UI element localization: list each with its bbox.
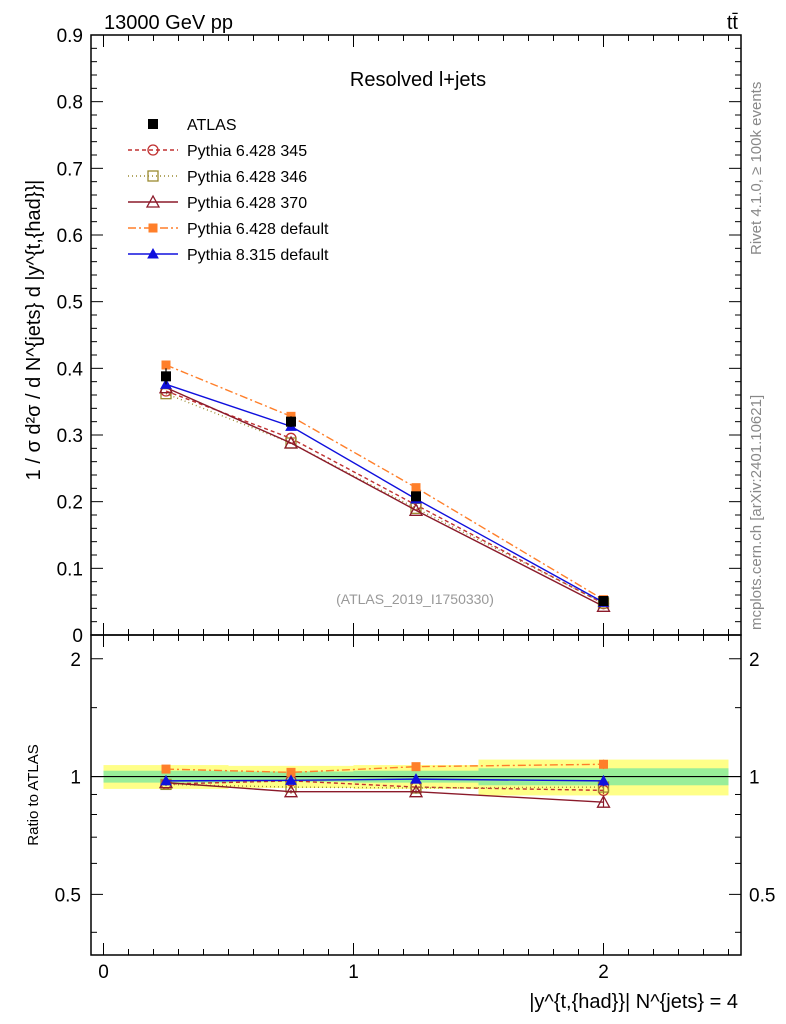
ratio-series-line-2 [165,781,604,803]
main-series-line-1 [165,393,604,604]
main-title: Resolved l+jets [350,69,486,91]
ratio-series-line-0 [165,780,604,792]
ratio-y-axis-label: Ratio to ATLAS [25,744,42,845]
ratio-y-tick-label-right: 0.5 [749,885,775,906]
legend-marker [148,223,158,233]
x-tick-label: 0 [98,962,109,983]
ratio-series-line-3 [165,763,604,774]
ratio-y-tick-label: 0.5 [55,885,81,906]
atlas-data-point [598,596,609,606]
main-y-tick-label: 0.8 [57,93,83,114]
legend-label: ATLAS [187,117,237,134]
main-y-tick-label: 0.4 [57,359,84,380]
main-y-tick-label: 0.2 [57,493,83,514]
legend-label: Pythia 6.428 345 [187,143,307,160]
ratio-y-tick-label-right: 1 [749,768,760,789]
ratio-series-point-4 [285,774,297,785]
ratio-series-point-2 [283,784,299,798]
main-series-point-3 [411,483,421,493]
main-series-line-2 [165,387,604,607]
main-y-tick-label: 0.7 [57,159,83,180]
legend-label: Pythia 6.428 default [187,221,329,238]
x-tick-label: 1 [348,962,359,983]
ratio-series-point-2 [408,784,424,798]
main-panel: 0 0.1 0.2 0.3 0.4 0.5 0.6 0.7 0.8 0.9 Resolved l+… [23,26,742,647]
main-y-tick-label: 0.5 [57,293,83,314]
main-series-line-0 [165,390,604,605]
ratio-series-point-2 [596,794,611,808]
main-y-axis-label: 1 / σ d²σ / d N^{jets} d |y^{t,{had}}| [23,180,45,481]
legend-marker [148,119,158,129]
ratio-series-point-3 [161,764,171,774]
energy-label: 13000 GeV pp [104,12,233,34]
main-y-tick-label: 0 [72,626,83,647]
ratio-frame [90,634,742,956]
ratio-panel: 0.5 0.5 1 1 2 2 0 1 2 Ratio to ATLAS |y^{t,{had}… [25,634,775,1013]
rivet-label: Rivet 4.1.0, ≥ 100k events [748,82,765,255]
legend-marker [147,170,159,182]
main-series-point-2 [283,435,299,449]
ratio-series-point-3 [411,762,421,772]
ratio-y-tick-label: 2 [70,650,81,671]
ratio-series-point-3 [599,759,608,769]
analysis-tag: (ATLAS_2019_I1750330) [336,591,494,607]
legend-label: Pythia 8.315 default [187,247,329,264]
x-tick-label: 2 [598,962,609,983]
main-series-point-2 [408,502,424,516]
ratio-series-line-4 [165,778,604,782]
ratio-series-point-4 [597,774,610,786]
legend-label: Pythia 6.428 346 [187,169,307,186]
main-series-line-3 [165,364,604,601]
x-axis-label: |y^{t,{had}}| N^{jets} = 4 [529,991,738,1013]
main-y-tick-label: 0.6 [57,226,83,247]
mcplots-label: mcplots.cern.ch [arXiv:2401.10621] [748,395,765,630]
main-y-tick-label: 0.9 [57,26,83,47]
ratio-y-tick-label-right: 2 [749,650,760,671]
main-series-line-4 [165,383,604,603]
legend: ATLAS Pythia 6.428 345 Pythia 6.428 346 Pyt… [128,117,329,264]
main-y-tick-label: 0.3 [57,426,83,447]
process-label: tt̄ [727,12,739,34]
atlas-data-point [286,416,296,427]
legend-marker [147,144,159,156]
atlas-data-point [161,371,171,382]
legend-marker [145,194,161,208]
ratio-series-point-4 [160,774,172,786]
legend-marker [147,247,159,259]
main-series-point-3 [161,360,171,370]
ratio-y-tick-label: 1 [70,768,81,789]
main-y-tick-label: 0.1 [57,559,83,580]
atlas-data-point [411,491,421,502]
ratio-series-point-4 [410,773,422,784]
legend-label: Pythia 6.428 370 [187,195,307,212]
